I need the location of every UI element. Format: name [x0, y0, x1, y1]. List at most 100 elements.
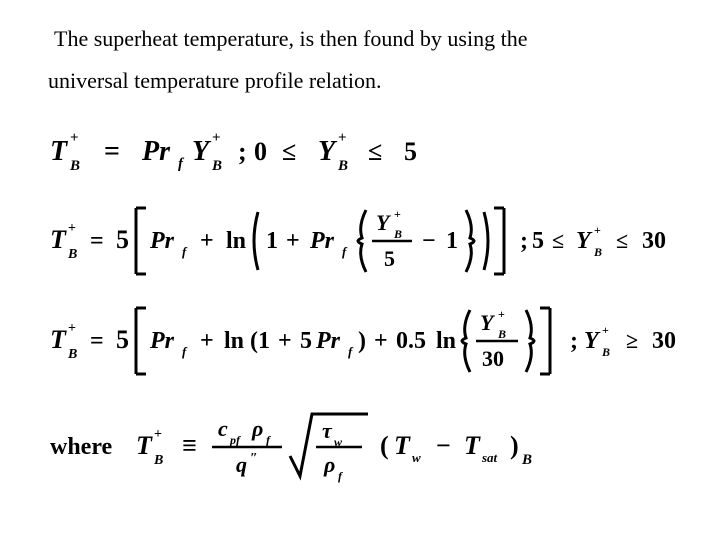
svg-text:f: f	[182, 344, 188, 359]
svg-text:(1: (1	[250, 328, 270, 354]
svg-text:5: 5	[116, 325, 129, 354]
svg-text:30: 30	[482, 346, 504, 371]
svg-text:T: T	[50, 325, 67, 354]
svg-text:ln: ln	[226, 228, 246, 254]
svg-text:Pr: Pr	[149, 228, 175, 254]
svg-text:Y: Y	[584, 328, 601, 354]
svg-text:0.5: 0.5	[396, 328, 426, 354]
svg-text:B: B	[153, 453, 163, 468]
equation-1-svg: T + B = Pr f Y + B ; 0 ≤ Y + B ≤	[50, 126, 670, 176]
svg-text:B: B	[69, 158, 80, 174]
svg-text:+: +	[286, 228, 300, 254]
equation-definition: where T + B ≡ c pf ρ f q ″ τ w ρ	[50, 402, 690, 492]
svg-text:+: +	[68, 221, 76, 236]
svg-text:ln: ln	[224, 328, 244, 354]
svg-text:5: 5	[384, 246, 395, 271]
svg-text:0: 0	[254, 137, 267, 166]
svg-text:pf: pf	[229, 433, 241, 447]
equation-definition-svg: where T + B ≡ c pf ρ f q ″ τ w ρ	[50, 402, 690, 492]
svg-text:f: f	[178, 156, 185, 172]
svg-text:ln: ln	[436, 328, 456, 354]
intro-line-1: The superheat temperature, is then found…	[48, 18, 668, 60]
svg-text:Pr: Pr	[315, 328, 341, 354]
svg-text:ρ: ρ	[251, 416, 263, 441]
svg-text:B: B	[211, 158, 222, 174]
svg-text:+: +	[394, 207, 401, 221]
svg-text:−: −	[436, 431, 451, 460]
svg-text:f: f	[266, 433, 271, 447]
svg-text:30: 30	[642, 228, 666, 254]
svg-text:5: 5	[116, 225, 129, 254]
intro-line-2: universal temperature profile relation.	[48, 60, 668, 102]
svg-text:Pr: Pr	[309, 228, 335, 254]
svg-text:+: +	[212, 130, 221, 146]
svg-text:B: B	[601, 345, 610, 359]
svg-text:″: ″	[250, 451, 258, 466]
svg-text:q: q	[236, 452, 247, 477]
svg-text:5: 5	[300, 328, 312, 354]
svg-text:ρ: ρ	[323, 452, 335, 477]
svg-text:T: T	[50, 225, 67, 254]
svg-text:): )	[510, 431, 519, 460]
svg-text:Y: Y	[192, 136, 212, 167]
svg-text:+: +	[498, 307, 505, 321]
equation-3-svg: T + B = 5 Pr f + ln (1 + 5 Pr f ) +	[50, 298, 720, 384]
svg-text:+: +	[70, 130, 79, 146]
svg-text:): )	[358, 328, 366, 354]
svg-text:Pr: Pr	[149, 328, 175, 354]
svg-text:+: +	[200, 228, 214, 254]
svg-text:;: ;	[570, 328, 578, 354]
svg-text:c: c	[218, 416, 228, 441]
equation-2: T + B = 5 Pr f + ln 1 + Pr f	[50, 198, 710, 284]
equation-1: T + B = Pr f Y + B ; 0 ≤ Y + B ≤	[50, 126, 670, 176]
svg-text:1: 1	[266, 228, 278, 254]
svg-text:+: +	[594, 223, 601, 237]
svg-text:5: 5	[532, 228, 544, 254]
svg-text:+: +	[278, 328, 292, 354]
svg-text:≤: ≤	[616, 228, 628, 253]
svg-text:T: T	[50, 136, 69, 167]
svg-text:B: B	[67, 247, 77, 262]
svg-text:+: +	[602, 323, 609, 337]
where-label: where	[50, 434, 113, 460]
svg-text:f: f	[342, 244, 348, 259]
svg-text:≥: ≥	[626, 328, 638, 353]
svg-text:(: (	[380, 431, 389, 460]
svg-text:=: =	[90, 328, 104, 354]
svg-text:T: T	[464, 431, 481, 460]
svg-text:≤: ≤	[368, 137, 382, 166]
svg-text:;: ;	[520, 228, 528, 254]
svg-text:≤: ≤	[552, 228, 564, 253]
svg-text:Y: Y	[576, 228, 593, 254]
equation-2-svg: T + B = 5 Pr f + ln 1 + Pr f	[50, 198, 710, 284]
svg-text:+: +	[200, 328, 214, 354]
intro-text: The superheat temperature, is then found…	[48, 18, 668, 102]
svg-text:B: B	[67, 347, 77, 362]
svg-text:B: B	[337, 158, 348, 174]
svg-text:+: +	[338, 130, 347, 146]
svg-text:+: +	[374, 328, 388, 354]
svg-text:Y: Y	[480, 310, 496, 335]
svg-text:f: f	[348, 344, 354, 359]
svg-text:≡: ≡	[182, 431, 197, 460]
svg-text:T: T	[136, 431, 153, 460]
svg-text:30: 30	[652, 328, 676, 354]
svg-text:1: 1	[446, 228, 458, 254]
svg-text:=: =	[104, 136, 120, 167]
svg-text:B: B	[593, 245, 602, 259]
svg-text:τ: τ	[322, 418, 333, 443]
page-root: The superheat temperature, is then found…	[0, 0, 720, 540]
svg-text:B: B	[521, 452, 532, 468]
svg-text:Y: Y	[376, 210, 392, 235]
svg-text:Pr: Pr	[141, 136, 171, 167]
svg-text:;: ;	[238, 137, 247, 166]
svg-text:B: B	[393, 227, 402, 241]
svg-text:=: =	[90, 228, 104, 254]
svg-text:−: −	[422, 228, 436, 254]
svg-text:Y: Y	[318, 136, 338, 167]
svg-text:f: f	[182, 244, 188, 259]
svg-text:sat: sat	[481, 450, 498, 465]
svg-text:T: T	[394, 431, 411, 460]
svg-text:5: 5	[404, 137, 417, 166]
svg-text:w: w	[412, 450, 421, 465]
